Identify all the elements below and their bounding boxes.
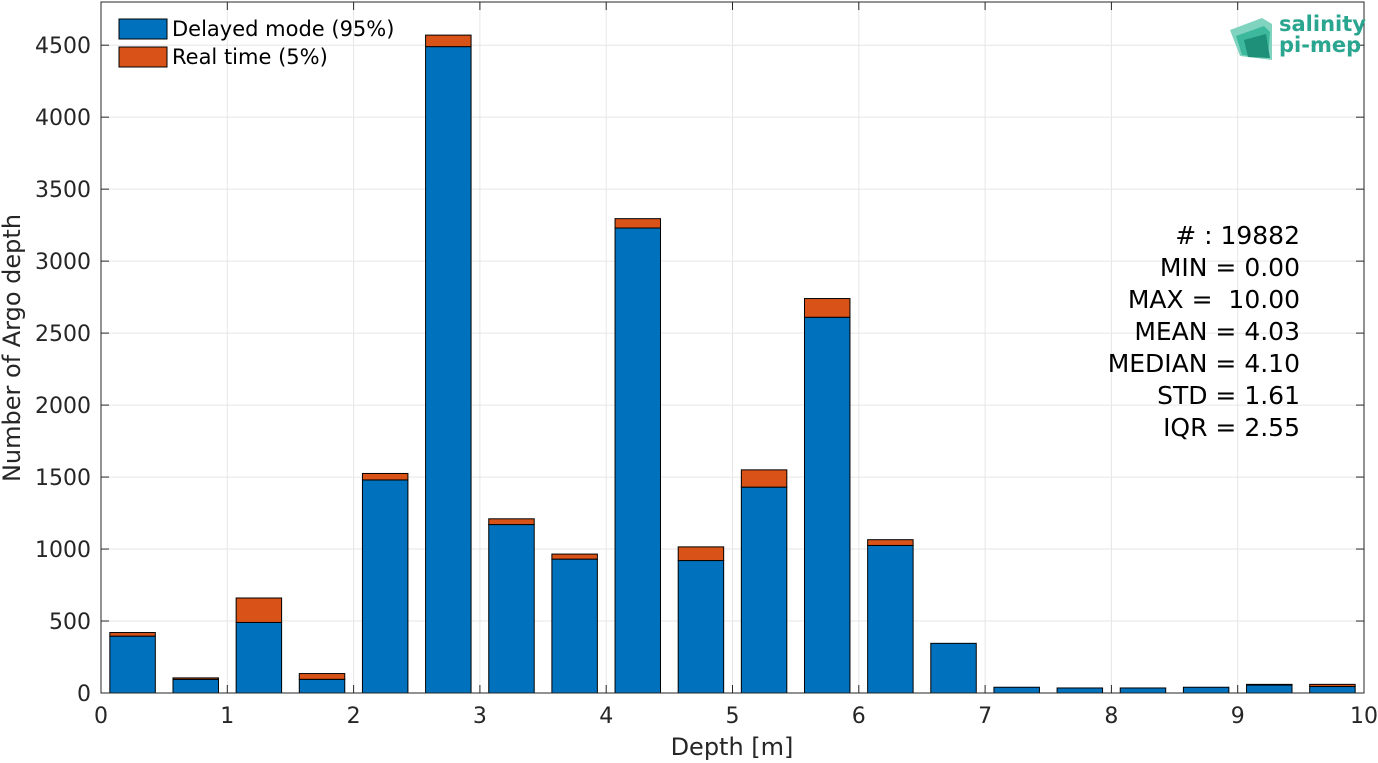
x-tick-label: 9 [1231,704,1245,729]
y-axis-label: Number of Argo depth [0,214,26,482]
bar-real-time [740,469,788,488]
bar-delayed-mode [993,686,1040,694]
bar-real-time [361,472,409,481]
bar-delayed-mode [1182,686,1230,694]
y-tick-label: 3500 [35,178,91,203]
x-axis-label: Depth [m] [671,733,794,761]
bar-delayed-mode [361,479,409,694]
bar-real-time [488,518,535,526]
y-tick-label: 1500 [35,466,91,491]
bar-real-time [1309,683,1356,688]
x-tick-label: 7 [978,704,992,729]
x-tick-label: 8 [1104,704,1118,729]
stat-median: MEDIAN = 4.10 [1108,349,1300,378]
bar-delayed-mode [677,560,725,694]
x-tick-label: 2 [347,704,361,729]
y-tick-label: 2500 [35,322,91,347]
bar-real-time [614,218,662,229]
x-tick-label: 1 [220,704,234,729]
legend: Delayed mode (95%) Real time (5%) [118,17,394,69]
stats-annotation: # : 19882 MIN = 0.00 MAX = 10.00 MEAN = … [1108,221,1300,442]
bar-real-time [109,632,156,637]
x-tick-labels: 0 1 2 3 4 5 6 7 8 9 10 [94,704,1378,729]
bar-real-time [172,677,219,680]
stat-count: # : 19882 [1175,221,1300,250]
bar-delayed-mode [614,227,662,694]
bar-delayed-mode [109,635,156,694]
y-tick-label: 3000 [35,250,91,275]
x-tick-label: 10 [1350,704,1378,729]
y-tick-label: 1000 [35,538,91,563]
bar-real-time [803,298,851,318]
y-tick-label: 0 [77,682,91,707]
bar-real-time [551,553,598,560]
logo-text-pimep: pi-mep [1279,33,1361,57]
stat-min: MIN = 0.00 [1160,253,1300,282]
x-tick-label: 0 [94,704,108,729]
y-tick-label: 4500 [35,34,91,59]
bar-delayed-mode [425,46,472,694]
bar-real-time [1246,683,1293,686]
bar-delayed-mode [235,621,283,694]
bar-delayed-mode [740,486,788,694]
y-tick-label: 2000 [35,394,91,419]
bar-delayed-mode [488,524,535,694]
bar-real-time [298,673,346,680]
bar-real-time [867,539,914,546]
stat-std: STD = 1.61 [1157,381,1300,410]
salinity-pimep-logo-icon [1230,18,1272,60]
bar-real-time [425,34,472,48]
legend-label-realtime: Real time (5%) [172,45,328,69]
tick-marks [100,2,1365,694]
y-tick-labels: 0 500 1000 1500 2000 2500 3000 3500 4000 4500 [35,34,91,707]
bar-delayed-mode [1309,686,1356,694]
x-tick-label: 5 [726,704,740,729]
logo-text-salinity: salinity [1279,12,1366,36]
bar-delayed-mode [803,316,851,694]
bar-delayed-mode [930,642,977,694]
bar-delayed-mode [551,558,598,694]
stat-iqr: IQR = 2.55 [1163,413,1300,442]
legend-label-delayed: Delayed mode (95%) [172,17,394,41]
y-tick-label: 4000 [35,106,91,131]
x-tick-label: 6 [852,704,866,729]
bar-delayed-mode [867,544,914,694]
bar-delayed-mode [172,678,219,694]
bar-delayed-mode [1056,687,1104,694]
bars-group [109,34,1356,694]
legend-swatch-delayed [118,18,168,40]
bar-real-time [677,546,725,562]
bar-delayed-mode [1119,687,1167,694]
salinity-pimep-logo: salinity pi-mep [1230,12,1366,60]
x-tick-label: 4 [599,704,613,729]
stat-max: MAX = 10.00 [1128,285,1300,314]
bar-real-time [235,597,283,623]
y-tick-label: 500 [49,610,91,635]
bar-delayed-mode [1246,684,1293,694]
x-tick-label: 3 [473,704,487,729]
legend-swatch-realtime [118,46,168,68]
stat-mean: MEAN = 4.03 [1134,317,1300,346]
bar-delayed-mode [298,678,346,694]
